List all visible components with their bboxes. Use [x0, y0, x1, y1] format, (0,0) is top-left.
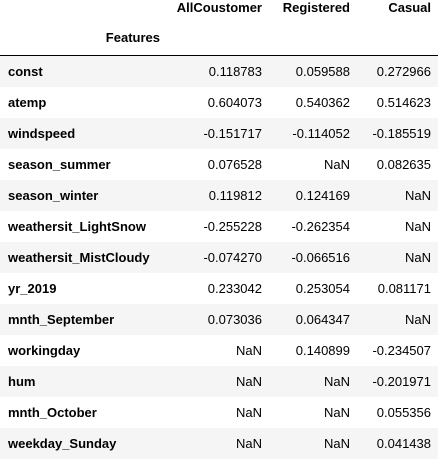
- table-row: weathersit_MistCloudy -0.074270 -0.066516 N…: [0, 241, 438, 273]
- value-allcoustomer: NaN: [235, 342, 262, 358]
- value-casual: NaN: [404, 249, 431, 265]
- table-row: workingday NaN 0.140899 -0.234507: [0, 334, 438, 366]
- table-header: AllCoustomer Registered Casual Features: [0, 0, 438, 56]
- value-allcoustomer: 0.076528: [207, 156, 262, 172]
- row-feature-label: mnth_October: [8, 404, 97, 420]
- index-header-row: Features: [0, 20, 438, 56]
- value-allcoustomer: NaN: [235, 435, 262, 451]
- row-feature-label: weathersit_LightSnow: [8, 218, 146, 234]
- row-feature-label: mnth_September: [8, 311, 115, 327]
- table-row: mnth_October NaN NaN 0.055356: [0, 396, 438, 428]
- row-feature-label: weekday_Sunday: [8, 435, 117, 451]
- value-registered: 0.540362: [295, 94, 350, 110]
- value-casual: 0.041438: [376, 435, 431, 451]
- index-header-blank: [270, 20, 358, 56]
- row-feature-label: const: [8, 63, 43, 79]
- value-allcoustomer: -0.074270: [203, 249, 262, 265]
- value-casual: 0.514623: [376, 94, 431, 110]
- value-casual: NaN: [404, 187, 431, 203]
- value-casual: -0.234507: [372, 342, 431, 358]
- value-allcoustomer: NaN: [235, 404, 262, 420]
- value-casual: -0.185519: [372, 125, 431, 141]
- value-allcoustomer: -0.255228: [203, 218, 262, 234]
- table-row: yr_2019 0.233042 0.253054 0.081171: [0, 272, 438, 304]
- table-row: mnth_September 0.073036 0.064347 NaN: [0, 303, 438, 335]
- index-header-blank: [358, 20, 438, 56]
- value-registered: -0.262354: [291, 218, 350, 234]
- value-casual: 0.082635: [376, 156, 431, 172]
- row-feature-label: weathersit_MistCloudy: [8, 249, 150, 265]
- value-allcoustomer: 0.119812: [208, 187, 262, 203]
- value-registered: NaN: [323, 156, 350, 172]
- column-header-row: AllCoustomer Registered Casual: [0, 0, 438, 20]
- value-casual: NaN: [404, 218, 431, 234]
- row-feature-label: yr_2019: [8, 280, 57, 296]
- column-header-allcoustomer: AllCoustomer: [176, 0, 262, 15]
- value-registered: NaN: [323, 435, 350, 451]
- column-header-registered: Registered: [282, 0, 350, 15]
- table-row: season_winter 0.119812 0.124169 NaN: [0, 179, 438, 211]
- row-feature-label: season_winter: [8, 187, 99, 203]
- row-feature-label: hum: [8, 373, 36, 389]
- row-feature-label: atemp: [8, 94, 47, 110]
- value-allcoustomer: 0.604073: [207, 94, 262, 110]
- column-header-casual: Casual: [388, 0, 431, 15]
- table-row: weathersit_LightSnow -0.255228 -0.262354 Na…: [0, 210, 438, 242]
- value-registered: 0.140899: [295, 342, 350, 358]
- table-row: hum NaN NaN -0.201971: [0, 365, 438, 397]
- value-registered: 0.059588: [295, 63, 350, 79]
- table-body: const 0.118783 0.059588 0.272966 atemp 0.6040…: [0, 55, 438, 459]
- value-casual: 0.272966: [376, 63, 431, 79]
- table-row: windspeed -0.151717 -0.114052 -0.185519: [0, 117, 438, 149]
- index-header-blank: [170, 20, 270, 56]
- header-corner: [0, 0, 170, 20]
- index-name-label: Features: [105, 29, 160, 45]
- table-row: const 0.118783 0.059588 0.272966: [0, 55, 438, 87]
- table-row: atemp 0.604073 0.540362 0.514623: [0, 86, 438, 118]
- value-registered: -0.114052: [292, 125, 350, 141]
- value-registered: NaN: [323, 404, 350, 420]
- table-row: season_summer 0.076528 NaN 0.082635: [0, 148, 438, 180]
- value-allcoustomer: -0.151717: [203, 125, 262, 141]
- value-registered: -0.066516: [291, 249, 350, 265]
- value-registered: 0.064347: [295, 311, 350, 327]
- value-allcoustomer: 0.118783: [208, 63, 262, 79]
- row-feature-label: workingday: [8, 342, 81, 358]
- value-casual: NaN: [404, 311, 431, 327]
- row-feature-label: season_summer: [8, 156, 111, 172]
- value-allcoustomer: NaN: [235, 373, 262, 389]
- value-allcoustomer: 0.073036: [207, 311, 262, 327]
- value-registered: NaN: [323, 373, 350, 389]
- value-registered: 0.253054: [295, 280, 350, 296]
- value-casual: 0.081171: [377, 280, 431, 296]
- value-registered: 0.124169: [295, 187, 350, 203]
- value-casual: -0.201971: [372, 373, 431, 389]
- value-allcoustomer: 0.233042: [207, 280, 262, 296]
- row-feature-label: windspeed: [8, 125, 76, 141]
- value-casual: 0.055356: [376, 404, 431, 420]
- table-row: weekday_Sunday NaN NaN 0.041438: [0, 427, 438, 459]
